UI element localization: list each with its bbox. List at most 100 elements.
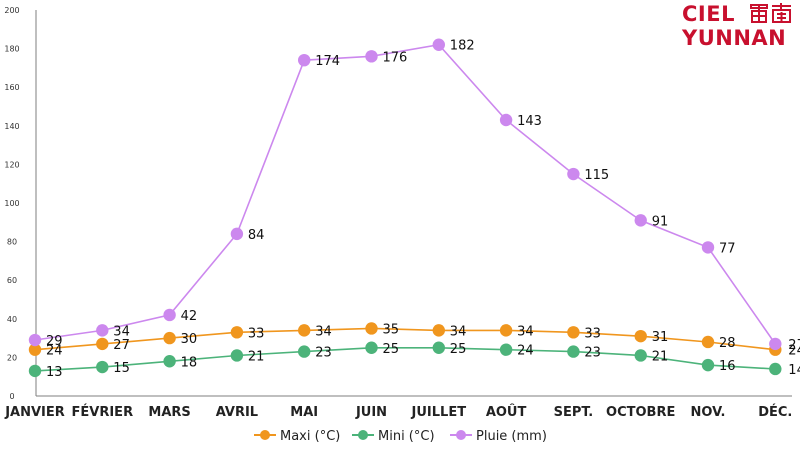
data-label: 24 — [788, 344, 800, 359]
data-label: 16 — [719, 359, 736, 374]
legend-label: Mini (°C) — [378, 429, 435, 444]
data-label: 24 — [46, 344, 63, 359]
data-point — [230, 349, 244, 362]
data-point — [634, 349, 647, 362]
data-label: 21 — [248, 349, 265, 364]
brand-line2: YUNNAN — [682, 26, 787, 50]
data-point — [230, 227, 244, 241]
legend-marker — [358, 430, 368, 440]
data-point — [298, 324, 311, 337]
y-tick-label: 180 — [4, 45, 19, 54]
data-label: 182 — [450, 39, 475, 54]
data-point — [634, 214, 647, 227]
data-label: 25 — [450, 342, 467, 357]
data-point — [28, 343, 42, 356]
data-label: 34 — [113, 324, 130, 339]
data-label: 21 — [652, 349, 669, 364]
data-point — [499, 113, 513, 127]
data-point — [96, 337, 109, 351]
data-point — [432, 324, 445, 337]
y-tick-label: 60 — [7, 276, 17, 285]
data-label: 27 — [788, 338, 800, 353]
y-tick-label: 200 — [4, 6, 19, 15]
x-tick-label: JANVIER — [4, 405, 65, 420]
y-tick-label: 0 — [9, 392, 14, 401]
data-point — [365, 322, 378, 335]
x-tick-label: AOÛT — [486, 404, 527, 420]
data-point — [432, 341, 445, 354]
data-label: 77 — [719, 241, 736, 256]
data-label: 35 — [383, 322, 400, 337]
data-label: 34 — [315, 324, 332, 339]
x-tick-label: NOV. — [691, 405, 726, 420]
data-label: 15 — [113, 361, 130, 376]
y-tick-label: 120 — [4, 160, 19, 169]
data-label: 34 — [517, 324, 534, 339]
data-label: 25 — [383, 342, 400, 357]
data-point — [567, 167, 580, 181]
data-point — [701, 335, 715, 349]
x-tick-label: JUILLET — [411, 405, 467, 420]
y-tick-label: 20 — [7, 353, 17, 362]
data-label: 33 — [584, 326, 601, 341]
data-point — [163, 331, 176, 345]
data-label: 23 — [315, 346, 332, 361]
data-label: 29 — [46, 334, 63, 349]
data-label: 18 — [181, 355, 198, 370]
y-tick-label: 160 — [4, 83, 19, 92]
brand-logo: CIEL YUNNAN — [682, 2, 798, 54]
data-label: 91 — [652, 214, 669, 229]
chinese-characters-mark — [749, 3, 791, 23]
data-label: 27 — [113, 338, 130, 353]
x-tick-label: SEPT. — [554, 405, 594, 420]
x-tick-label: MAI — [290, 405, 318, 420]
data-point — [769, 337, 782, 351]
data-point — [96, 360, 109, 374]
data-point — [28, 364, 42, 378]
data-point — [701, 241, 715, 254]
x-tick-label: JUIN — [355, 405, 387, 420]
x-tick-label: AVRIL — [216, 405, 258, 420]
data-point — [298, 53, 311, 67]
series-line — [34, 327, 776, 351]
data-point — [365, 50, 378, 63]
data-label: 84 — [248, 228, 265, 243]
series-line — [34, 346, 776, 372]
data-point — [701, 358, 715, 372]
data-point — [163, 355, 176, 368]
data-label: 33 — [248, 326, 265, 341]
data-point — [298, 345, 311, 358]
y-tick-label: 40 — [7, 315, 17, 324]
data-label: 42 — [181, 309, 198, 324]
legend-label: Maxi (°C) — [280, 429, 340, 444]
data-point — [432, 38, 445, 51]
data-label: 176 — [383, 50, 408, 65]
data-label: 31 — [652, 330, 669, 345]
data-label: 34 — [450, 324, 467, 339]
data-point — [634, 329, 647, 343]
y-tick-label: 140 — [4, 122, 19, 131]
series-line — [34, 43, 776, 345]
data-point — [567, 326, 580, 339]
data-point — [567, 345, 580, 358]
data-label: 115 — [584, 168, 609, 183]
legend-marker — [456, 430, 466, 440]
x-tick-label: DÉC. — [758, 404, 792, 420]
y-tick-label: 100 — [4, 199, 19, 208]
data-label: 30 — [181, 332, 198, 347]
data-point — [365, 341, 378, 354]
data-label: 143 — [517, 114, 542, 129]
data-point — [230, 326, 244, 339]
data-point — [499, 343, 513, 356]
x-tick-label: MARS — [148, 405, 190, 420]
brand-line1: CIEL — [682, 2, 735, 26]
data-label: 24 — [517, 344, 534, 359]
data-label: 13 — [46, 365, 63, 380]
data-point — [499, 324, 513, 337]
data-point — [163, 308, 176, 322]
data-label: 14 — [788, 363, 800, 378]
data-point — [96, 324, 109, 337]
data-point — [28, 333, 42, 347]
data-label: 23 — [584, 346, 601, 361]
